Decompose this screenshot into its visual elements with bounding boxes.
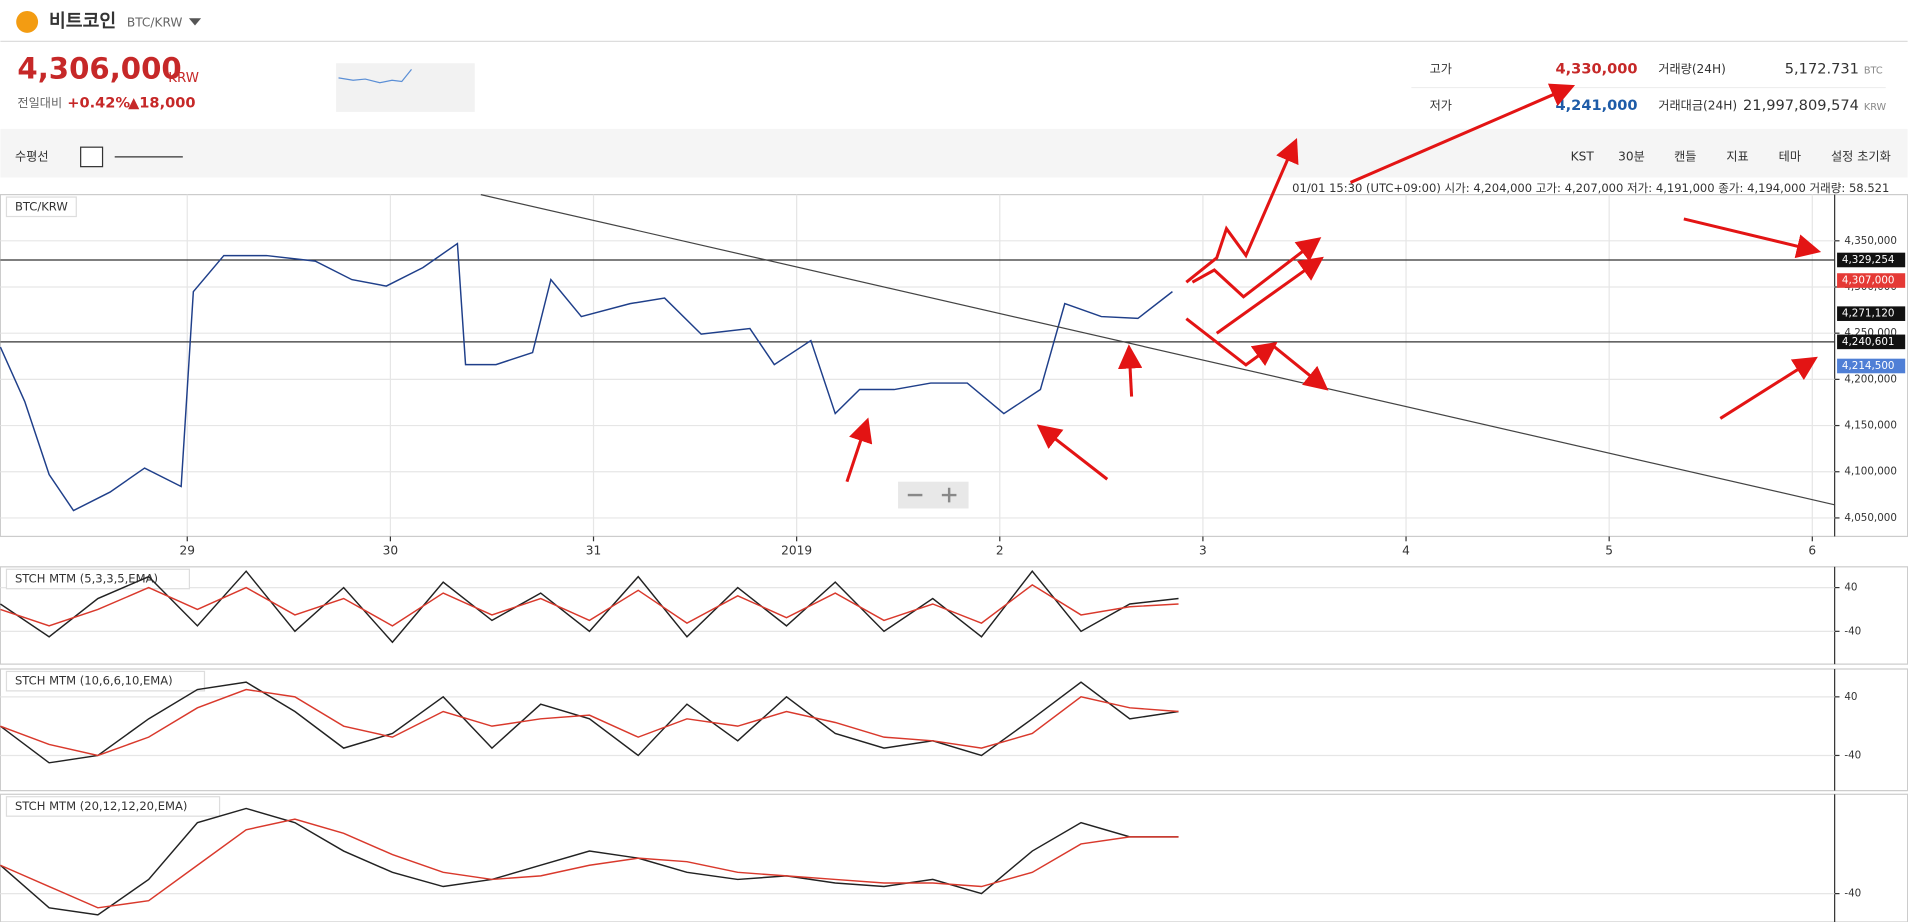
y-tick-label: 40 — [1844, 691, 1857, 703]
series-line — [0, 807, 1179, 916]
y-tick-label: -40 — [1844, 888, 1861, 900]
color-picker[interactable] — [80, 146, 104, 168]
x-tick-label: 30 — [383, 544, 398, 558]
toolbar-item[interactable]: 캔들 — [1674, 149, 1696, 163]
x-tick-label: 31 — [586, 544, 601, 558]
price-tag: 4,240,601 — [1842, 336, 1895, 348]
arrow — [1215, 256, 1324, 335]
x-tick-label: 6 — [1808, 544, 1816, 558]
arrow — [1719, 356, 1818, 420]
currency: KRW — [168, 71, 199, 86]
sparkline-box — [336, 63, 475, 112]
series-line — [0, 570, 1179, 644]
panel-title-box — [5, 796, 221, 817]
x-tick-label: 5 — [1605, 544, 1613, 558]
toolbar-item[interactable]: 지표 — [1726, 149, 1748, 163]
volume-unit: BTC — [1864, 66, 1883, 77]
volume-label: 거래량(24H) — [1658, 62, 1726, 76]
x-tick-label: 3 — [1199, 544, 1207, 558]
y-tick-label: 4,350,000 — [1844, 235, 1897, 247]
arrow — [1191, 237, 1322, 299]
price-tag-bg — [1837, 252, 1906, 268]
sparkline — [338, 68, 412, 84]
price-tag: 4,329,254 — [1842, 254, 1895, 266]
low: 4,241,000 — [1555, 97, 1637, 114]
series-line — [0, 681, 1179, 764]
series-line — [0, 583, 1179, 627]
change-label: 전일대비 — [17, 96, 62, 110]
tool-hline[interactable]: 수평선 — [15, 149, 49, 163]
arrow — [1349, 83, 1576, 184]
toolbar-item[interactable]: KST — [1571, 149, 1595, 163]
y-tick-label: 40 — [1844, 582, 1857, 594]
price-tag: 4,214,500 — [1842, 360, 1895, 372]
y-tick-label: 4,100,000 — [1844, 466, 1897, 478]
amount-unit: KRW — [1864, 102, 1887, 113]
panel-title: STCH MTM (10,6,6,10,EMA) — [15, 674, 173, 688]
series-line — [0, 242, 1173, 512]
price-tag-bg — [1837, 306, 1906, 321]
price-tag-bg — [1837, 334, 1906, 350]
y-tick-label: 4,050,000 — [1844, 512, 1897, 524]
y-tick-label: -40 — [1844, 749, 1861, 761]
zoom-in[interactable] — [941, 487, 957, 503]
panel-title-box — [5, 670, 206, 692]
y-tick-label: 4,200,000 — [1844, 373, 1897, 385]
price-tag: 4,271,120 — [1842, 308, 1895, 320]
series-line — [0, 818, 1179, 909]
amount-label: 거래대금(24H) — [1658, 98, 1737, 112]
arrow — [1185, 137, 1299, 284]
dropdown-icon[interactable] — [188, 18, 202, 26]
coin-logo — [16, 10, 39, 33]
x-tick-label: 4 — [1402, 544, 1410, 558]
coin-name: 비트코인 — [49, 11, 116, 32]
price-tag-bg — [1837, 358, 1906, 374]
change-abs: ▲18,000 — [128, 94, 195, 111]
price: 4,306,000 — [17, 52, 181, 86]
series-line — [0, 688, 1179, 757]
pair[interactable]: BTC/KRW — [127, 16, 183, 30]
toolbar-item[interactable]: 30분 — [1618, 149, 1645, 163]
zoom-control — [898, 481, 969, 509]
toolbar-item[interactable]: 설정 초기화 — [1831, 149, 1891, 163]
x-tick-label: 29 — [180, 544, 195, 558]
high-label: 고가 — [1430, 62, 1452, 76]
price-tag-bg — [1837, 273, 1906, 288]
high: 4,330,000 — [1555, 60, 1637, 77]
arrow — [1117, 344, 1143, 397]
panel-title-box — [5, 568, 191, 590]
annotations — [480, 83, 1835, 506]
toolbar-item[interactable]: 테마 — [1779, 149, 1801, 163]
x-tick-label: 2 — [996, 544, 1004, 558]
volume: 5,172.731 — [1785, 60, 1859, 77]
arrow — [1683, 217, 1822, 259]
arrow — [845, 417, 873, 483]
arrow — [1036, 424, 1109, 481]
arrow — [1185, 317, 1278, 367]
panel-title-box — [5, 196, 77, 218]
arrow — [1271, 344, 1329, 391]
ohlc-info: 01/01 15:30 (UTC+09:00) 시가: 4,204,000 고가… — [1292, 181, 1889, 195]
panel-title: STCH MTM (20,12,12,20,EMA) — [15, 799, 187, 813]
price-tag: 4,307,000 — [1842, 275, 1895, 287]
y-tick-label: 4,150,000 — [1844, 420, 1897, 432]
change-pct: +0.42% — [67, 94, 130, 111]
amount: 21,997,809,574 — [1743, 97, 1859, 114]
panel-title: STCH MTM (5,3,3,5,EMA) — [15, 571, 158, 585]
toolbar — [0, 128, 1908, 178]
y-tick-label: -40 — [1844, 625, 1861, 637]
low-label: 저가 — [1430, 98, 1452, 112]
panel-title: BTC/KRW — [15, 199, 68, 213]
x-tick-label: 2019 — [781, 544, 812, 558]
trend-line — [480, 194, 1835, 506]
